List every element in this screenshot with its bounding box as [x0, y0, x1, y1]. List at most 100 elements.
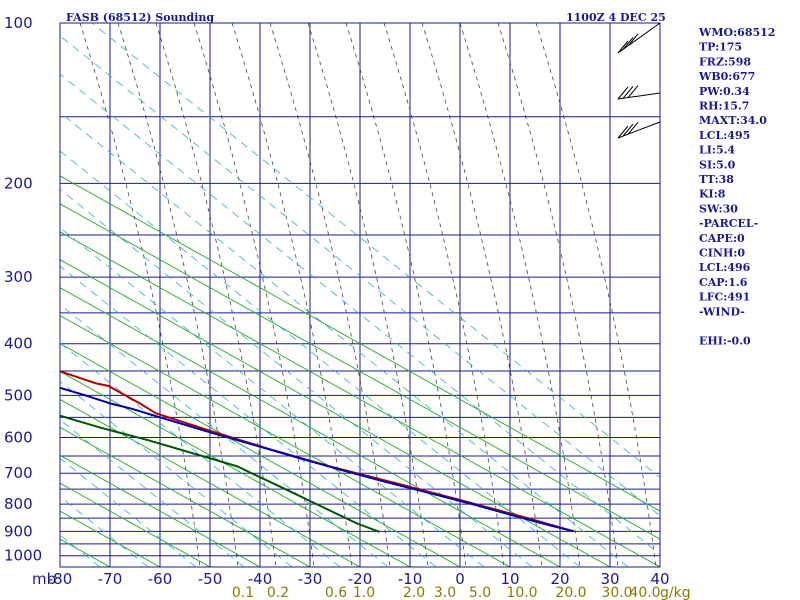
isotherm-line: [60, 398, 361, 567]
mixing-ratio-line: [60, 419, 245, 567]
pressure-tick-label: 1000: [4, 547, 42, 565]
chart-title: FASB (68512) Sounding: [66, 11, 214, 24]
parcel-line: [60, 386, 574, 533]
mixing-ratio-tick-label: 3.0: [434, 585, 456, 600]
mixing-ratio-line: [60, 265, 437, 567]
temperature-tick-label: 40: [650, 570, 669, 588]
temperature-tick-label: -40: [248, 570, 273, 588]
mixing-ratio-line: [60, 457, 197, 567]
pressure-tick-label: 400: [4, 335, 33, 353]
mixing-ratio-line: [60, 150, 581, 567]
stat-line: LFC:491: [699, 291, 750, 304]
pressure-tick-label: 800: [4, 495, 33, 513]
moist-adiabat-line: [117, 23, 239, 567]
stat-line: CINH:0: [699, 247, 745, 260]
moist-adiabat-line: [421, 23, 543, 567]
moist-adiabat-line: [459, 23, 581, 567]
mixing-ratio-line: [60, 112, 629, 567]
mixing-ratio-line: [60, 380, 293, 567]
mixing-ratio-tick-label: 40.0: [629, 585, 660, 600]
mixing-ratio-line: [60, 188, 533, 567]
stat-line: FRZ:598: [699, 55, 751, 68]
temperature-tick-label: -80: [48, 570, 73, 588]
chart-time: 1100Z 4 DEC 25: [566, 11, 666, 24]
moist-adiabat-line: [307, 23, 429, 567]
stat-line: SW:30: [699, 202, 738, 215]
mixing-ratio-tick-label: 30.0: [601, 585, 632, 600]
mixing-ratio-line: [60, 35, 660, 517]
moist-adiabat-line: [535, 23, 657, 567]
temperature-tick-label: -60: [148, 570, 173, 588]
mixing-ratio-labels: 0.1 0.2 0.6 1.0 2.0 3.0 5.0 10.0 20.0 30.040.0 g/k…: [232, 585, 691, 600]
moist-adiabat-line: [231, 23, 353, 567]
stat-line: -PARCEL-: [699, 217, 758, 230]
mixing-ratio-tick-label: 1.0: [353, 585, 375, 600]
temperature-labels: mb-80 -70 -60 -50 -40 -30 -20 -10 0 10 20 30 40: [32, 570, 670, 588]
mixing-ratio-tick-label: 20.0: [555, 585, 586, 600]
wind-barb-icon: [617, 85, 661, 100]
mixing-ratio-tick-label: 0.1: [232, 585, 254, 600]
moist-adiabat-line: [345, 23, 467, 567]
series-layer: [60, 370, 574, 533]
pressure-tick-label: 300: [4, 268, 33, 286]
temperature-tick-label: -30: [298, 570, 323, 588]
mixing-ratio-tick-label: 5.0: [469, 585, 491, 600]
mixing-ratio-tick-label: 0.6: [325, 585, 347, 600]
mixing-ratio-line: [60, 342, 341, 567]
pressure-labels: 100 200 300 400 500 600 700 800 900 1000: [4, 14, 42, 565]
stat-line: KI:8: [699, 188, 726, 201]
stat-line: CAPE:0: [699, 232, 745, 245]
temperature-tick-label: -10: [398, 570, 423, 588]
isotherm-line: [60, 175, 660, 512]
mixing-ratio-line: [60, 304, 389, 567]
temperature-tick-label: 0: [455, 570, 465, 588]
mixing-ratio-tick-label: 0.2: [267, 585, 289, 600]
stat-line: PW:0.34: [699, 85, 750, 98]
temperature-tick-label: -70: [98, 570, 123, 588]
plot-frame: [59, 22, 661, 568]
wind-barb-icon: [617, 22, 661, 54]
stat-line: SI:5.0: [699, 158, 736, 171]
isotherm-line: [60, 287, 561, 567]
stat-line: WB0:677: [698, 70, 755, 83]
moist-adiabat-line: [155, 23, 277, 567]
stat-line: LCL:495: [699, 129, 750, 142]
pressure-tick-label: 200: [4, 174, 33, 192]
grid-layer: [60, 23, 660, 567]
mixing-ratio-tick-label: 2.0: [403, 585, 425, 600]
pressure-tick-label: 600: [4, 429, 33, 447]
moist-adiabat-line: [193, 23, 315, 567]
stat-line: TP:175: [699, 41, 742, 54]
stat-line: CAP:1.6: [699, 276, 748, 289]
wind-barbs: [617, 22, 661, 139]
temperature-tick-label: -50: [198, 570, 223, 588]
moist-adiabat-line: [497, 23, 619, 567]
stat-line: MAXT:34.0: [699, 114, 767, 127]
temperature-tick-label: 20: [550, 570, 569, 588]
moist-adiabat-line: [383, 23, 505, 567]
isotherm-line: [60, 203, 660, 540]
isotherm-line: [60, 315, 511, 567]
mixing-ratio-line: [91, 23, 660, 478]
isotherm-line: [60, 454, 261, 567]
stat-line: WMO:68512: [698, 26, 775, 39]
temperature-tick-label: -20: [348, 570, 373, 588]
mixing-ratio-unit-label: g/kg: [660, 585, 691, 600]
dewpoint-line: [60, 414, 380, 533]
pressure-tick-label: 700: [4, 464, 33, 482]
pressure-tick-label: 100: [4, 14, 33, 32]
mixing-ratio-tick-label: 10.0: [506, 585, 537, 600]
temperature-tick-label: 10: [500, 570, 519, 588]
isotherm-line: [60, 259, 611, 567]
mixing-ratio-line: [60, 73, 660, 555]
pressure-tick-label: 500: [4, 386, 33, 404]
moist-adiabat-line: [79, 23, 201, 567]
moist-adiabat-line: [269, 23, 391, 567]
isotherm-line: [60, 426, 311, 567]
stat-line: RH:15.7: [699, 100, 749, 113]
stat-line: EHI:-0.0: [699, 335, 751, 348]
temperature-tick-label: 30: [600, 570, 619, 588]
